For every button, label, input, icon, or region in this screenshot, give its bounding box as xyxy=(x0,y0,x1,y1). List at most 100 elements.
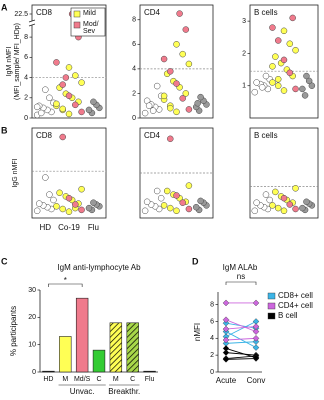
data-point xyxy=(72,201,79,208)
data-point xyxy=(308,82,316,89)
significance-label: * xyxy=(64,276,67,285)
y-axis-label: nMFI xyxy=(193,323,202,341)
data-point xyxy=(289,14,296,22)
data-point xyxy=(269,24,276,31)
legend-label: Mild xyxy=(83,10,96,17)
data-point xyxy=(46,191,53,198)
data-point xyxy=(185,60,193,68)
significance-bracket xyxy=(225,281,257,285)
data-point xyxy=(42,86,49,93)
legend-label-line: Mod/ xyxy=(83,21,99,28)
y-axis-label: IgM nMFI xyxy=(6,47,13,77)
legend-swatch xyxy=(267,292,276,300)
panel-title: CD4 xyxy=(144,131,161,140)
panel-label: B xyxy=(1,125,8,135)
y-tick-label: 4 xyxy=(24,74,28,81)
panel-title: CD8 xyxy=(36,8,53,17)
data-point xyxy=(160,55,168,63)
data-point xyxy=(141,207,149,215)
data-point xyxy=(286,201,294,208)
plot-frame xyxy=(31,127,107,219)
data-point xyxy=(197,93,204,101)
y-tick-label: 2 xyxy=(24,95,28,102)
legend-swatch xyxy=(267,302,276,310)
y-tick-label: 6 xyxy=(132,41,136,48)
bar xyxy=(59,336,72,373)
y-tick-label: 2 xyxy=(242,50,246,57)
bar xyxy=(42,370,55,373)
data-point xyxy=(72,101,79,109)
data-point xyxy=(274,204,282,212)
data-point xyxy=(38,109,45,117)
axis-break xyxy=(28,23,36,27)
data-point xyxy=(85,106,93,114)
data-point xyxy=(299,204,306,212)
panel-title: CD8 xyxy=(36,131,53,140)
pair-line xyxy=(225,319,257,332)
data-point xyxy=(65,194,73,202)
x-tick-label: Flu xyxy=(145,376,155,383)
bar xyxy=(126,322,139,373)
legend-label: CD4+ cell xyxy=(278,301,313,310)
legend-label-line: Sev xyxy=(83,28,96,35)
x-tick-label: Md/S xyxy=(74,376,91,383)
legend-label: Mod/Sev xyxy=(83,21,99,35)
x-tick-label: Conv xyxy=(247,376,266,385)
significance-bracket xyxy=(48,283,83,287)
panel-title: B cells xyxy=(254,8,278,17)
data-point xyxy=(85,204,93,212)
data-point xyxy=(65,92,73,100)
y-tick-label: 10 xyxy=(28,342,36,349)
y-tick-label: 0 xyxy=(132,115,136,122)
data-point xyxy=(149,107,157,114)
data-point xyxy=(143,198,151,206)
data-point xyxy=(269,63,276,70)
data-point xyxy=(173,80,180,87)
data-point xyxy=(173,192,180,199)
data-point xyxy=(90,199,97,206)
data-point xyxy=(274,76,282,83)
data-point xyxy=(33,103,41,111)
data-point xyxy=(272,53,279,60)
data-point xyxy=(182,26,190,33)
data-point xyxy=(274,37,282,44)
data-point xyxy=(280,27,288,35)
x-tick-label: HD xyxy=(40,223,52,232)
data-point xyxy=(280,87,288,94)
y-axis-label: % participants xyxy=(9,306,18,356)
y-axis-label: IgG nMFI xyxy=(12,158,19,187)
data-point xyxy=(157,194,165,202)
data-point xyxy=(160,202,168,209)
y-tick-label: 22.5 xyxy=(14,11,28,18)
x-tick-label: Flu xyxy=(88,223,99,232)
pair-point xyxy=(252,354,260,361)
pair-point xyxy=(252,323,260,330)
data-point xyxy=(251,207,259,215)
data-point xyxy=(56,189,63,197)
significance-label: ns xyxy=(237,272,245,281)
data-point xyxy=(78,108,85,116)
y-tick-label: 2 xyxy=(132,90,136,97)
bar xyxy=(109,322,123,373)
pair-point xyxy=(222,299,230,307)
data-point xyxy=(194,100,201,107)
x-tick-label: HD xyxy=(43,376,53,383)
y-tick-label: 4 xyxy=(210,335,214,342)
plot-frame xyxy=(139,4,214,119)
chart-title: IgM ALAb xyxy=(223,263,258,272)
data-point xyxy=(292,185,299,192)
data-point xyxy=(50,196,57,204)
data-point xyxy=(167,135,174,143)
data-point xyxy=(65,110,73,118)
data-point xyxy=(185,205,193,213)
y-tick-label: 4 xyxy=(132,66,136,73)
data-point xyxy=(53,59,60,66)
y-tick-label: 30 xyxy=(28,287,36,294)
y-tick-label: 0 xyxy=(210,369,214,376)
x-tick-label: Co-19 xyxy=(58,223,80,232)
data-point xyxy=(65,208,73,215)
panel-title: B cells xyxy=(254,131,278,140)
panel-title: CD4 xyxy=(144,8,161,17)
bar xyxy=(75,297,89,373)
data-point xyxy=(280,56,288,64)
